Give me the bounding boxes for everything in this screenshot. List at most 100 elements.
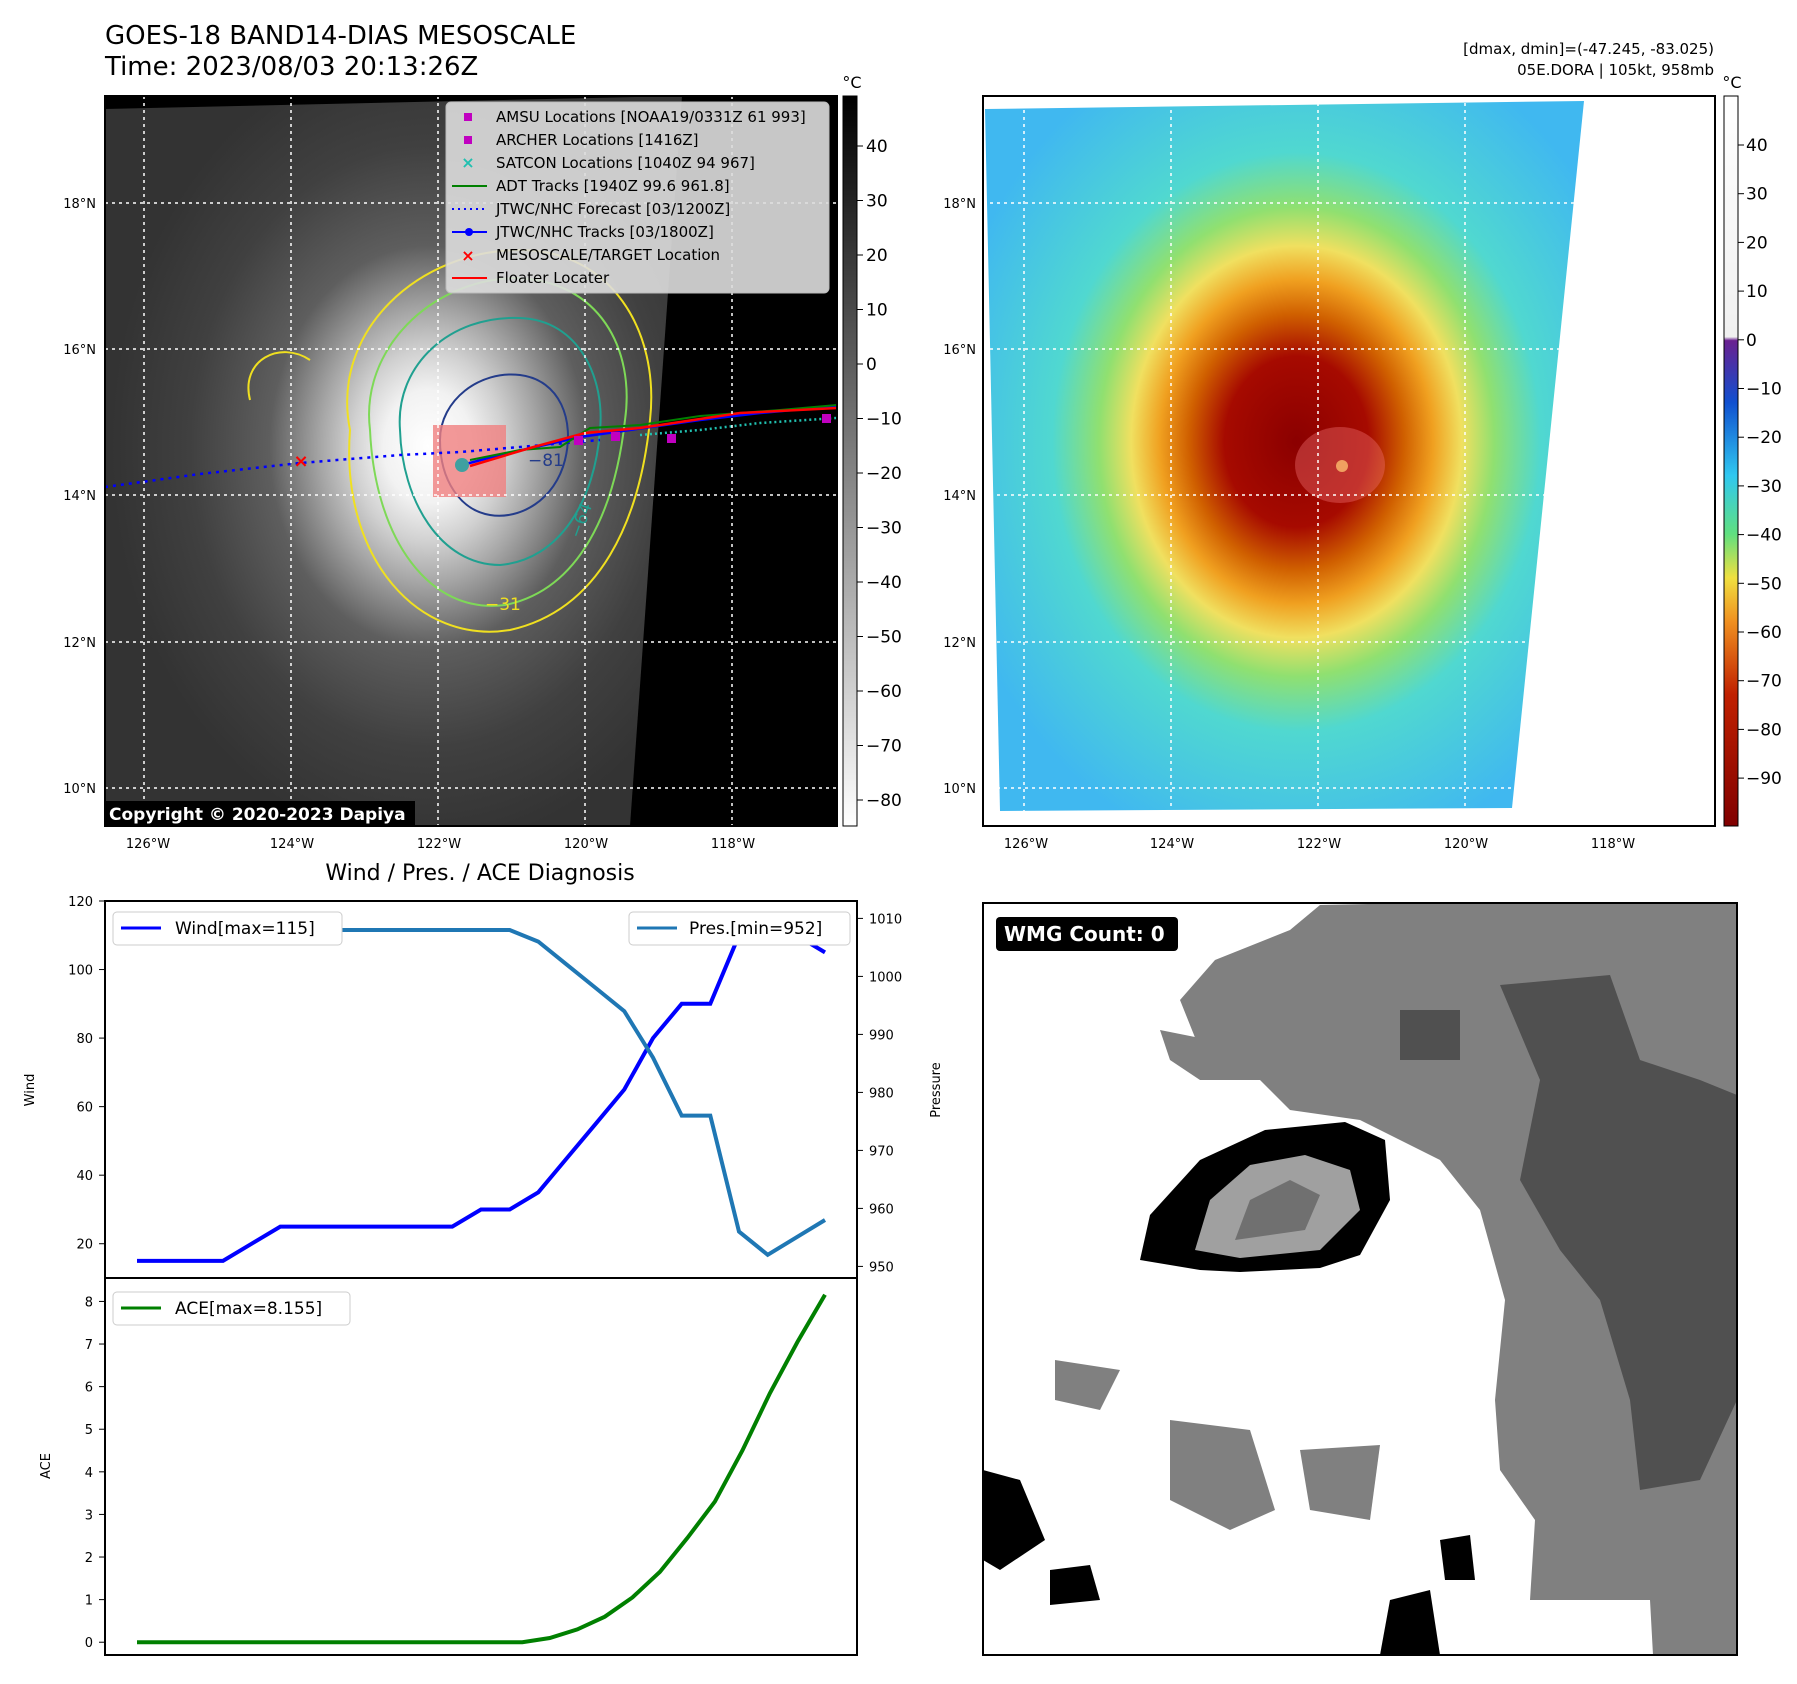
- wmg-patch: [1170, 1420, 1275, 1530]
- archer-marker: [667, 434, 676, 443]
- ace-y-ticks: 0 1 2 3 4 5 6 7 8: [85, 1295, 105, 1651]
- ace-legend-box: [112, 1291, 351, 1326]
- color-lon-124w: 124°W: [1150, 837, 1194, 852]
- legend-tracks-dot: [465, 228, 473, 236]
- target-box: [433, 425, 506, 497]
- ace-axis-label: ACE: [39, 1453, 54, 1479]
- pressure-tick-label: 1010: [869, 912, 902, 927]
- wmg-count-label: WMG Count: 0: [1004, 922, 1165, 946]
- ir-lat-14n: 14°N: [63, 489, 96, 504]
- copyright-text: Copyright © 2020-2023 Dapiya: [109, 805, 406, 825]
- storm-info: 05E.DORA | 105kt, 958mb: [1517, 61, 1714, 79]
- pressure-y-ticks: 950 960 970 980 990 1000 1010: [857, 912, 902, 1275]
- ir-colorbar-tick-label: 30: [866, 192, 888, 212]
- ir-map-frame: [104, 95, 838, 827]
- color-gridlines: [983, 96, 1715, 826]
- ir-colorbar-tick-label: −50: [866, 628, 902, 648]
- color-colorbar-tick-label: −60: [1746, 623, 1782, 643]
- intensity-range: [dmax, dmin]=(-47.245, -83.025): [1463, 40, 1714, 58]
- color-colorbar-tick-label: −10: [1746, 380, 1782, 400]
- color-colorbar-tick-label: −20: [1746, 428, 1782, 448]
- wind-plot-frame: [104, 900, 858, 1279]
- ir-colorbar-tick-label: −70: [866, 737, 902, 757]
- color-colorbar-unit: °C: [1722, 73, 1741, 92]
- ir-lon-126w: 126°W: [126, 837, 170, 852]
- legend-amsu-label: AMSU Locations [NOAA19/0331Z 61 993]: [496, 108, 806, 126]
- color-lon-120w: 120°W: [1444, 837, 1488, 852]
- ace-tick-label: 8: [85, 1295, 93, 1310]
- ir-colorbar: [842, 95, 858, 827]
- pressure-legend-label: Pres.[min=952]: [689, 919, 822, 939]
- ace-lines: [137, 1293, 827, 1645]
- wmg-patch: [1055, 1360, 1120, 1410]
- wind-tick-label: 80: [76, 1032, 93, 1047]
- color-colorbar-tick-label: 10: [1746, 282, 1768, 302]
- color-colorbar-tick-label: 0: [1746, 331, 1757, 351]
- forecast-track: [105, 438, 601, 489]
- color-colorbar-ticks: 40 30 20 10 0 −10 −20 −30 −40 −50 −60 −70 −80 −90: [1738, 136, 1782, 789]
- ir-colorbar-tick-label: 10: [866, 301, 888, 321]
- ir-colorbar-ticks: 40 30 20 10 0 −10 −20 −30 −40 −50 −60 −70 −80: [857, 137, 902, 811]
- wmg-frame: [982, 902, 1738, 1656]
- legend-tracks-label: JTWC/NHC Tracks [03/1800Z]: [495, 223, 714, 241]
- ace-tick-label: 0: [85, 1636, 93, 1651]
- color-colorbar-tick-label: 40: [1746, 136, 1768, 156]
- ir-colorbar-tick-label: −10: [866, 410, 902, 430]
- wind-legend-label: Wind[max=115]: [175, 919, 315, 939]
- pressure-tick-label: 980: [869, 1086, 894, 1101]
- eye-center: [1336, 460, 1348, 472]
- legend-target-icon: ×: [461, 246, 474, 265]
- ace-tick-label: 7: [85, 1338, 93, 1353]
- legend-amsu-icon: [464, 113, 472, 121]
- wind-tick-label: 20: [76, 1238, 93, 1253]
- color-colorbar-tick-label: −90: [1746, 769, 1782, 789]
- ace-legend: ACE[max=8.155]: [112, 1291, 351, 1326]
- color-colorbar-tick-label: −80: [1746, 720, 1782, 740]
- wind-pressure-chart: Wind Pressure 20 40 60 80 100 120 950 960 970 98…: [23, 895, 944, 1279]
- ir-lon-labels: 126°W 124°W 122°W 120°W 118°W: [126, 837, 755, 852]
- wind-legend-box: [112, 911, 343, 946]
- ir-gridlines: [105, 96, 837, 826]
- wind-tick-label: 120: [68, 895, 93, 910]
- ir-colorbar-unit: °C: [842, 73, 861, 92]
- wind-tick-label: 40: [76, 1169, 93, 1184]
- color-colorbar-tick-label: −70: [1746, 672, 1782, 692]
- ir-map-panel: −81 −64 −31 ×: [63, 73, 902, 852]
- color-map-panel: 18°N 16°N 14°N 12°N 10°N 126°W 124°W 122…: [943, 73, 1782, 852]
- ir-lat-16n: 16°N: [63, 343, 96, 358]
- chart-title: Wind / Pres. / ACE Diagnosis: [325, 861, 634, 886]
- color-lat-12n: 12°N: [943, 636, 976, 651]
- wmg-black-patch: [1380, 1590, 1440, 1655]
- color-lon-122w: 122°W: [1297, 837, 1341, 852]
- ir-colorbar-tick-label: −20: [866, 464, 902, 484]
- ir-lat-12n: 12°N: [63, 636, 96, 651]
- color-lon-118w: 118°W: [1591, 837, 1635, 852]
- color-colorbar-tick-label: −40: [1746, 526, 1782, 546]
- pressure-legend-box: [628, 911, 851, 946]
- wmg-panel: WMG Count: 0: [982, 902, 1738, 1656]
- archer-marker: [822, 414, 831, 423]
- amsu-marker: [574, 436, 583, 445]
- ir-lon-120w: 120°W: [564, 837, 608, 852]
- contour-label-31: −31: [485, 595, 521, 615]
- wmg-label-box: [996, 917, 1178, 951]
- track-start-dot: [455, 458, 469, 472]
- figure-title: GOES-18 BAND14-DIAS MESOSCALE: [105, 21, 576, 51]
- ir-legend: AMSU Locations [NOAA19/0331Z 61 993] ARC…: [445, 101, 830, 294]
- ace-tick-label: 1: [85, 1594, 93, 1609]
- pressure-legend: Pres.[min=952]: [628, 911, 851, 946]
- wmg-region-dark-small: [1400, 1010, 1460, 1060]
- color-lat-labels: 18°N 16°N 14°N 12°N 10°N: [943, 197, 976, 797]
- wmg-black-patch: [1440, 1535, 1475, 1580]
- pressure-tick-label: 950: [869, 1260, 894, 1275]
- ace-line: [137, 1293, 827, 1645]
- color-lat-14n: 14°N: [943, 489, 976, 504]
- ir-lon-118w: 118°W: [711, 837, 755, 852]
- color-colorbar-tick-label: 20: [1746, 233, 1768, 253]
- pressure-tick-label: 990: [869, 1028, 894, 1043]
- ace-tick-label: 6: [85, 1381, 93, 1396]
- color-lat-16n: 16°N: [943, 343, 976, 358]
- contour-3: [398, 316, 602, 567]
- color-lon-labels: 126°W 124°W 122°W 120°W 118°W: [1004, 837, 1635, 852]
